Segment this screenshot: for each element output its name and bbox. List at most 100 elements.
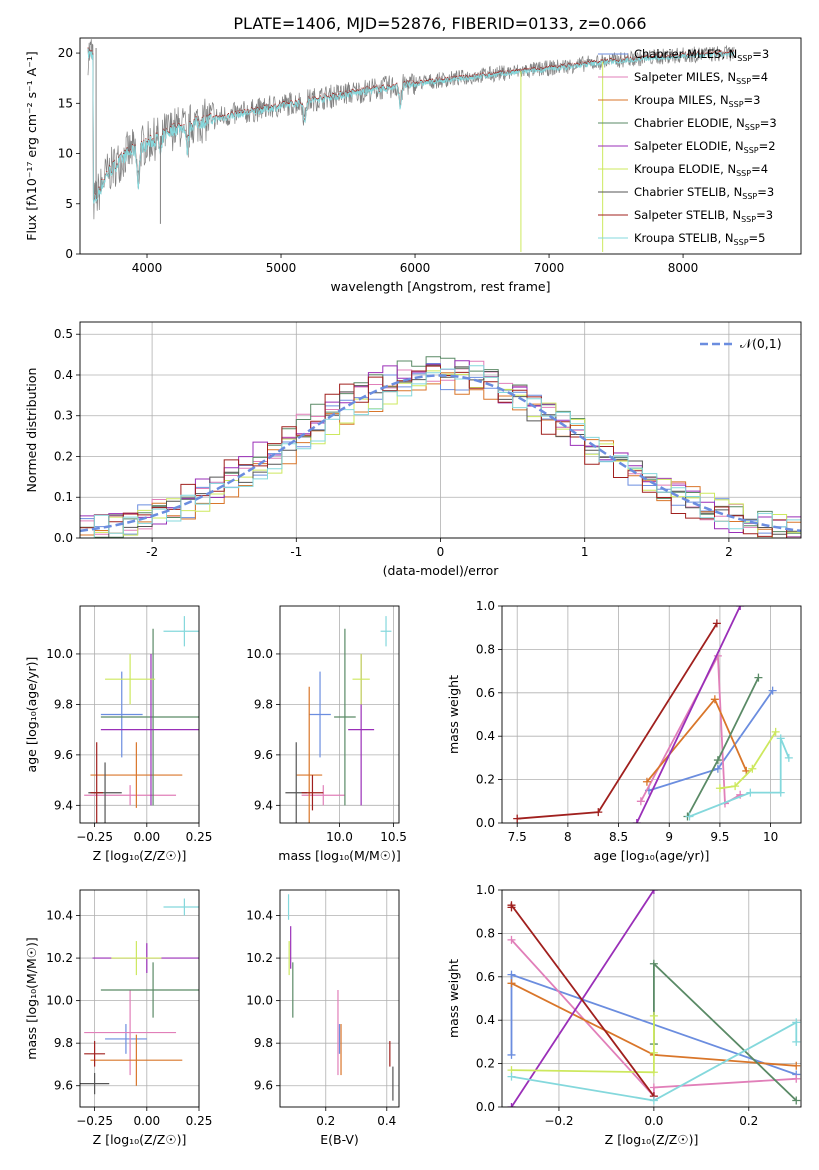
plot-area-age-vs-mass [285,616,392,823]
x-tick-label: 0.00 [133,1114,160,1128]
plot-area-mass-vs-ebv [287,894,394,1101]
x-tick-label: 10.0 [326,830,353,844]
x-tick-label: 6000 [400,261,431,275]
weight-point [649,1048,658,1057]
y-tick-label: 0.2 [476,773,495,787]
y-axis-label: Flux [fλ10⁻¹⁷ erg cm⁻² s⁻¹ A⁻¹] [24,51,39,240]
plot-area-weight-vs-age [513,606,793,823]
weight-point [746,788,755,797]
y-tick-label: 9.4 [254,798,273,812]
plot-area-mass-vs-Z [80,898,199,1095]
legend-count: =3 [760,116,777,130]
legend-label-text: Salpeter MILES, N [634,70,736,84]
y-tick-label: 10.0 [246,994,273,1008]
axes-frame [501,889,802,1108]
weight-point [736,606,745,610]
y-tick-label: 9.6 [254,1079,273,1093]
axes-frame [279,605,400,824]
weight-series-line [689,738,790,818]
axes-frame [79,37,802,255]
legend-label-text: Salpeter STELIB, N [634,208,741,222]
y-tick-label: 10.0 [246,647,273,661]
legend-label-text: Kroupa ELODIE, N [634,162,736,176]
axes-age-vs-mass: 10.0 10.5 9.4 9.6 9.8 10.0 mass [log₁₀(M/M☉)] [246,606,407,863]
legend-count: =2 [759,139,776,153]
y-tick-label: 9.4 [54,798,73,812]
legend-label-text: Chabrier MILES, N [634,47,737,61]
x-tick-label: 0.25 [186,1114,213,1128]
plot-area-age-vs-Z [84,616,199,823]
y-tick-label: 9.8 [254,697,273,711]
weight-point [792,1061,801,1070]
x-tick-label: 0.25 [186,830,213,844]
weight-point [507,935,516,944]
figure-title: PLATE=1406, MJD=52876, FIBERID=0133, z=0… [233,14,646,33]
legend-label: Chabrier ELODIE, NSSP=3 [634,116,777,132]
weight-point [768,686,777,695]
x-tick-label: 0.2 [739,1114,758,1128]
legend-subscript: SSP [741,215,756,224]
x-tick-label: 0.0 [644,1114,663,1128]
legend-label-text: Chabrier ELODIE, N [634,116,745,130]
axes-frame [279,889,400,1108]
weight-point [776,788,785,797]
y-tick-label: 10.2 [246,951,273,965]
weight-point [731,782,740,791]
axes-spectrum: 4000 5000 6000 7000 8000 0 5 10 15 20 wavelength [… [24,46,698,294]
x-tick-label: 10.5 [380,830,407,844]
legend-label-text: Salpeter ELODIE, N [634,139,744,153]
weight-point [754,673,763,682]
x-axis-label: (data-model)/error [383,563,500,578]
x-tick-label: 0.4 [377,1114,396,1128]
legend-count: =5 [749,231,766,245]
y-tick-label: 0.0 [476,816,495,830]
y-tick-label: 0.0 [54,531,73,545]
legend-subscript: SSP [745,123,760,132]
weight-point [792,1074,801,1083]
legend-subscript: SSP [729,100,744,109]
weight-point [642,777,651,786]
weight-point [748,764,757,773]
normal-curve [80,374,801,533]
histogram-series [80,365,801,538]
weight-point [771,727,780,736]
y-tick-label: 1.0 [476,599,495,613]
legend-label: Kroupa ELODIE, NSSP=4 [634,162,768,178]
y-tick-label: 20 [58,46,73,60]
plot-area-residuals [80,356,801,538]
y-tick-label: 10.4 [246,909,273,923]
x-tick-label: 8000 [668,261,699,275]
weight-point [792,1018,801,1027]
axes-frame [79,605,200,824]
y-axis-label: age [log₁₀(age/yr)] [24,657,39,773]
plot-area-spectrum [87,39,735,252]
weight-point [713,764,722,773]
y-tick-label: 0.2 [476,1057,495,1071]
spectrum-model-line [87,48,735,204]
y-tick-label: 0.0 [476,1100,495,1114]
weight-point [649,1083,658,1092]
weight-point [649,890,658,894]
y-tick-label: 1.0 [476,883,495,897]
legend-label-text: Chabrier STELIB, N [634,185,742,199]
weight-point [649,1068,658,1077]
x-tick-label: 10 [763,830,778,844]
weight-point [710,695,719,704]
y-tick-label: 0.6 [476,686,495,700]
y-tick-label: 0.4 [476,1013,495,1027]
y-tick-label: 5 [65,197,73,211]
legend-count: =4 [751,70,768,84]
x-tick-label: -2 [146,545,158,559]
weight-point [507,1050,516,1059]
weight-series-line [510,902,655,1097]
y-axis-label: Normed distribution [24,368,39,493]
weight-point [507,1072,516,1081]
x-tick-label: 0.00 [133,830,160,844]
weight-point [632,819,641,823]
x-tick-label: −0.2 [544,1114,573,1128]
legend-count: =3 [752,47,769,61]
legend-label-text: Kroupa STELIB, N [634,231,734,245]
y-tick-label: 9.8 [54,1036,73,1050]
x-tick-label: 4000 [132,261,163,275]
weight-point [513,814,522,823]
